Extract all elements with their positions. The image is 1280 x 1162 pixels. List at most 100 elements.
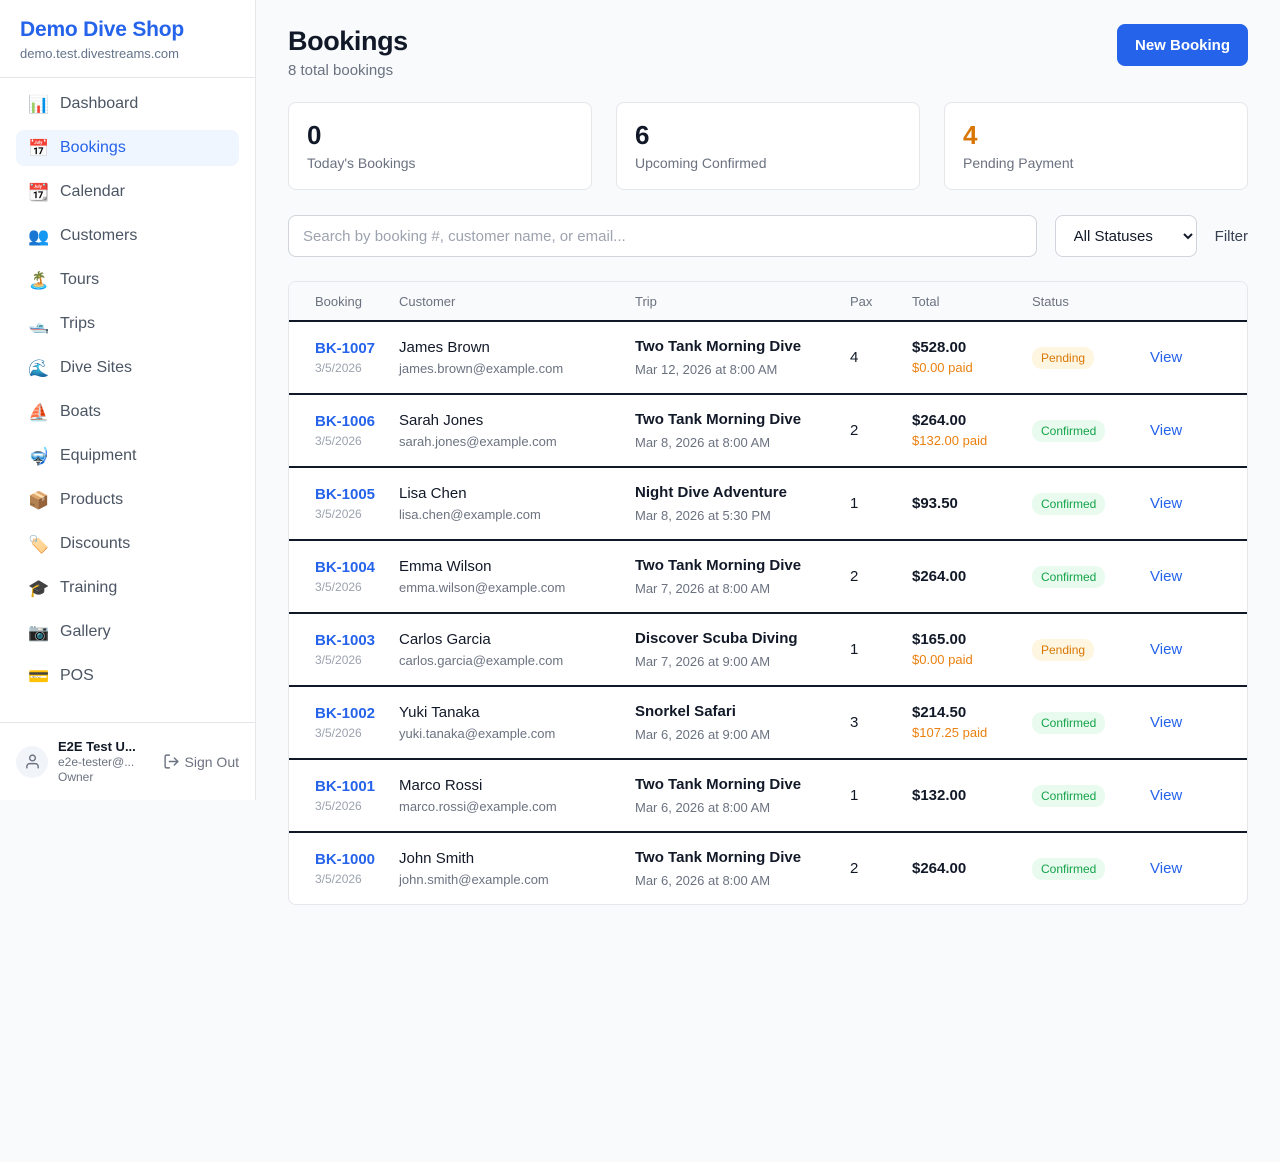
table-header-row: Booking Customer Trip Pax Total Status (289, 282, 1247, 322)
cell-customer: John Smith john.smith@example.com (399, 831, 635, 904)
total-amount: $264.00 (912, 859, 967, 877)
customer-email: lisa.chen@example.com (399, 506, 541, 522)
page-header: Bookings 8 total bookings New Booking (288, 24, 1248, 81)
customer-email: yuki.tanaka@example.com (399, 725, 556, 741)
user-meta: E2E Test U... e2e-tester@... Owner (58, 739, 153, 785)
booking-id-link[interactable]: BK-1006 (315, 412, 376, 430)
label-tag-icon: 🏷️ (28, 534, 50, 554)
status-badge: Confirmed (1032, 784, 1106, 807)
status-badge: Confirmed (1032, 565, 1106, 588)
booking-date: 3/5/2026 (315, 798, 362, 813)
new-booking-button[interactable]: New Booking (1116, 24, 1248, 66)
booking-id-link[interactable]: BK-1005 (315, 485, 376, 503)
view-booking-link[interactable]: View (1150, 641, 1183, 658)
credit-card-icon: 💳 (28, 666, 50, 686)
stat-label: Upcoming Confirmed (635, 155, 767, 171)
person-icon (25, 754, 39, 769)
stat-label: Today's Bookings (307, 155, 416, 171)
sidebar-item-label: Products (60, 491, 124, 508)
booking-id-link[interactable]: BK-1002 (315, 704, 376, 722)
booking-id-link[interactable]: BK-1004 (315, 558, 376, 576)
sidebar-item-pos[interactable]: 💳 POS (16, 658, 239, 694)
sidebar-item-discounts[interactable]: 🏷️ Discounts (16, 526, 239, 562)
cell-customer: Sarah Jones sarah.jones@example.com (399, 393, 635, 467)
status-filter-select[interactable]: All Statuses (1054, 215, 1197, 257)
sidebar-item-dive-sites[interactable]: 🌊 Dive Sites (16, 350, 239, 386)
trip-name: Two Tank Morning Dive (635, 849, 802, 866)
toolbar: All Statuses Filter (288, 215, 1248, 257)
trip-name: Night Dive Adventure (635, 484, 787, 501)
sidebar-item-trips[interactable]: 🛥️ Trips (16, 306, 239, 342)
sidebar-item-equipment[interactable]: 🤿 Equipment (16, 438, 239, 474)
sign-out-button[interactable]: Sign Out (163, 753, 239, 770)
sidebar-item-calendar[interactable]: 📆 Calendar (16, 174, 239, 210)
cell-action: View (1150, 612, 1247, 686)
sidebar-item-gallery[interactable]: 📷 Gallery (16, 614, 239, 650)
table-row: BK-1001 3/5/2026 Marco Rossi marco.rossi@ex… (289, 758, 1247, 832)
customer-name: Sarah Jones (399, 411, 484, 429)
view-booking-link[interactable]: View (1150, 714, 1183, 731)
sidebar-item-label: Dashboard (60, 95, 139, 112)
table-row: BK-1007 3/5/2026 James Brown james.brown@ex… (289, 321, 1247, 394)
view-booking-link[interactable]: View (1150, 349, 1183, 366)
stat-value: 0 (307, 120, 322, 150)
booking-id-link[interactable]: BK-1007 (315, 339, 376, 357)
cell-status: Confirmed (1032, 539, 1150, 613)
sidebar-item-boats[interactable]: ⛵ Boats (16, 394, 239, 430)
cell-action: View (1150, 831, 1247, 904)
sidebar-item-training[interactable]: 🎓 Training (16, 570, 239, 606)
cell-trip: Two Tank Morning Dive Mar 12, 2026 at 8:0… (635, 321, 850, 394)
sidebar-item-label: Customers (60, 227, 138, 244)
search-input[interactable] (288, 215, 1037, 257)
trip-datetime: Mar 7, 2026 at 8:00 AM (635, 581, 771, 596)
cell-status: Pending (1032, 612, 1150, 686)
trip-datetime: Mar 12, 2026 at 8:00 AM (635, 362, 778, 377)
view-booking-link[interactable]: View (1150, 495, 1183, 512)
sidebar-item-products[interactable]: 📦 Products (16, 482, 239, 518)
table-body: BK-1007 3/5/2026 James Brown james.brown@ex… (289, 321, 1247, 904)
cell-customer: Carlos Garcia carlos.garcia@example.com (399, 612, 635, 686)
sidebar-item-bookings[interactable]: 📅 Bookings (16, 130, 239, 166)
total-amount: $214.50 (912, 704, 967, 721)
booking-id-link[interactable]: BK-1000 (315, 850, 376, 868)
sidebar-item-label: Training (60, 579, 118, 596)
sidebar-item-dashboard[interactable]: 📊 Dashboard (16, 86, 239, 122)
customer-email: sarah.jones@example.com (399, 433, 557, 449)
cell-trip: Two Tank Morning Dive Mar 8, 2026 at 8:00… (635, 393, 850, 467)
sidebar-item-tours[interactable]: 🏝️ Tours (16, 262, 239, 298)
status-badge: Pending (1032, 346, 1095, 369)
total-amount: $93.50 (912, 494, 958, 512)
sidebar-item-label: Boats (60, 403, 101, 420)
booking-id-link[interactable]: BK-1003 (315, 631, 376, 649)
view-booking-link[interactable]: View (1150, 568, 1183, 585)
camera-icon: 📷 (28, 622, 50, 642)
cell-trip: Night Dive Adventure Mar 8, 2026 at 5:30 … (635, 466, 850, 540)
user-profile-block[interactable]: E2E Test U... e2e-tester@... Owner Sign … (0, 722, 255, 800)
cell-action: View (1150, 685, 1247, 759)
view-booking-link[interactable]: View (1150, 422, 1183, 439)
customer-name: Lisa Chen (399, 484, 467, 502)
cell-status: Confirmed (1032, 685, 1150, 759)
col-header-trip: Trip (635, 282, 850, 322)
col-header-status: Status (1032, 282, 1150, 322)
package-icon: 📦 (28, 490, 50, 510)
stats-row: 0 Today's Bookings 6 Upcoming Confirmed 4 Pen… (288, 102, 1248, 190)
trip-name: Two Tank Morning Dive (635, 338, 802, 355)
cell-booking: BK-1007 3/5/2026 (289, 321, 399, 394)
col-header-customer: Customer (399, 282, 635, 322)
sidebar-item-customers[interactable]: 👥 Customers (16, 218, 239, 254)
logout-icon (163, 754, 179, 769)
filter-button[interactable]: Filter (1214, 227, 1248, 245)
col-header-total: Total (912, 282, 1032, 322)
user-email: e2e-tester@... (58, 754, 135, 769)
brand-title: Demo Dive Shop (20, 18, 185, 41)
cell-status: Confirmed (1032, 393, 1150, 467)
col-header-pax: Pax (850, 282, 912, 322)
view-booking-link[interactable]: View (1150, 860, 1183, 877)
customer-name: Yuki Tanaka (399, 703, 480, 721)
status-badge: Confirmed (1032, 711, 1106, 734)
avatar (16, 745, 48, 778)
view-booking-link[interactable]: View (1150, 787, 1183, 804)
booking-id-link[interactable]: BK-1001 (315, 777, 376, 795)
cell-pax: 2 (850, 393, 912, 467)
